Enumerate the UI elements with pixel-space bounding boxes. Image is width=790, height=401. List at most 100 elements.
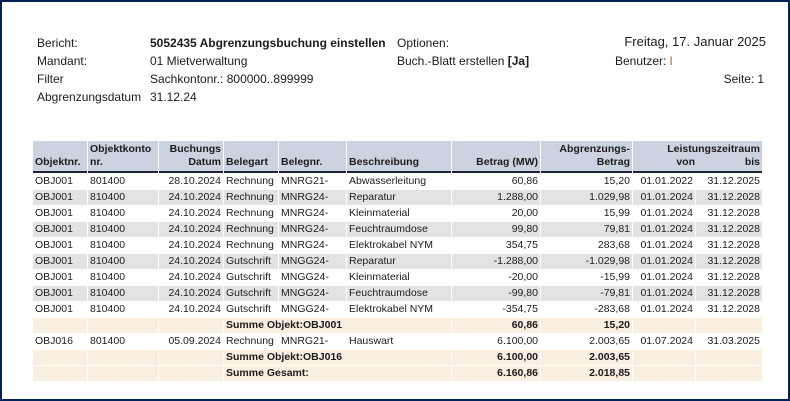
table-row: OBJ001 801400 28.10.2024 Rechnung MNRG21- Abw… [33,174,762,189]
abgrenzungsdatum-value: 31.12.24 [150,90,197,104]
cell-bis: 31.12.2028 [696,270,762,285]
group-subheaders: von bis [635,156,760,169]
seite-row: Seite: 1 [724,72,764,86]
cell-konto: 810400 [88,302,158,317]
cell-abgrenzung: 2.003,65 [541,334,632,349]
cell-von: 01.01.2024 [633,190,695,205]
cell-objektnr: OBJ001 [33,206,87,221]
seite-label: Seite: [723,72,755,86]
cell-abgrenzung: 283,68 [541,238,632,253]
cell-objektnr: OBJ001 [33,286,87,301]
cell-objektnr: OBJ001 [33,222,87,237]
cell-datum: 05.09.2024 [159,334,223,349]
cell-empty [696,318,762,333]
meta-row-abgrenzungsdatum: Abgrenzungsdatum 31.12.24 [37,88,386,106]
cell-konto: 810400 [88,270,158,285]
buchblatt-label: Buch.-Blatt erstellen [397,54,505,68]
summary-row: Summe Objekt:OBJ001 60,86 15,20 [33,318,762,333]
cell-datum: 28.10.2024 [159,174,223,189]
cell-von: 01.01.2024 [633,302,695,317]
cell-beschreibung: Elektrokabel NYM [347,238,451,253]
cell-beschreibung: Feuchtraumdose [347,222,451,237]
cell-empty [159,350,223,365]
table-row: OBJ001 810400 24.10.2024 Rechnung MNRG24- Ele… [33,238,762,253]
cell-belegart: Rechnung [224,238,278,253]
cell-beschreibung: Elektrokabel NYM [347,302,451,317]
cell-betrag: 354,75 [452,238,540,253]
cell-bis: 31.12.2028 [696,206,762,221]
cell-betrag: -1.288,00 [452,254,540,269]
cell-bis: 31.12.2028 [696,302,762,317]
mandant-label: Mandant: [37,54,88,68]
cell-bis: 31.12.2025 [696,174,762,189]
buchblatt-value: [Ja] [507,54,530,68]
cell-belegart: Gutschrift [224,286,278,301]
cell-betrag: 60,86 [452,174,540,189]
cell-konto: 810400 [88,238,158,253]
cell-konto: 801400 [88,174,158,189]
cell-abgrenzung: -15,99 [541,270,632,285]
cell-bis: 31.03.2025 [696,334,762,349]
meta-row-bericht: Bericht: 5052435 Abgrenzungsbuchung einst… [37,34,386,52]
cell-bis: 31.12.2028 [696,286,762,301]
cell-abgrenzung: 2.003,65 [541,350,632,365]
column-header-datum: Buchungs Datum [159,141,223,173]
seite-value: 1 [757,72,764,86]
cell-von: 01.01.2024 [633,206,695,221]
cell-betrag: 60,86 [452,318,540,333]
cell-konto: 810400 [88,206,158,221]
cell-datum: 24.10.2024 [159,254,223,269]
column-header-belegnr: Belegnr. [279,141,346,173]
report-meta: Bericht: 5052435 Abgrenzungsbuchung einst… [37,34,386,106]
table-row: OBJ001 810400 24.10.2024 Gutschrift MNGG24- R… [33,254,762,269]
cell-konto: 810400 [88,190,158,205]
cell-konto: 801400 [88,334,158,349]
cell-von: 01.01.2022 [633,174,695,189]
cell-beschreibung: Feuchtraumdose [347,286,451,301]
cell-belegnr: MNRG24- [279,222,346,237]
cell-objektnr: OBJ001 [33,270,87,285]
column-header-von: von [676,156,695,168]
bericht-value: 5052435 Abgrenzungsbuchung einstellen [150,36,386,50]
table-row: OBJ001 810400 24.10.2024 Rechnung MNRG24- Rep… [33,190,762,205]
summary-label: Summe Objekt:OBJ001 [224,318,451,333]
cell-belegnr: MNGG24- [279,302,346,317]
cell-empty [88,366,158,381]
abgrenzungsdatum-label: Abgrenzungsdatum [37,90,142,104]
cell-empty [88,350,158,365]
cell-empty [633,350,695,365]
cell-abgrenzung: 15,20 [541,174,632,189]
cell-belegart: Gutschrift [224,302,278,317]
cell-belegnr: MNGG24- [279,270,346,285]
cell-betrag: 6.100,00 [452,350,540,365]
report-date: Freitag, 17. Januar 2025 [624,34,766,49]
cell-empty [159,318,223,333]
cell-objektnr: OBJ001 [33,190,87,205]
cell-betrag: 1.288,00 [452,190,540,205]
cell-von: 01.01.2024 [633,286,695,301]
cell-von: 01.01.2024 [633,254,695,269]
benutzer-label: Benutzer: [615,54,667,68]
cell-abgrenzung: -1.029,98 [541,254,632,269]
cell-beschreibung: Reparatur [347,254,451,269]
table-header-row: Objektnr. Objektkonto nr. Buchungs Datum Be… [33,141,762,173]
cell-datum: 24.10.2024 [159,238,223,253]
cell-abgrenzung: 79,81 [541,222,632,237]
cell-empty [696,350,762,365]
summary-label: Summe Gesamt: [224,366,451,381]
cell-betrag: -20,00 [452,270,540,285]
cell-bis: 31.12.2028 [696,190,762,205]
cell-datum: 24.10.2024 [159,222,223,237]
table-body: OBJ001 801400 28.10.2024 Rechnung MNRG21- Abw… [33,174,762,381]
meta-row-mandant: Mandant: 01 Mietverwaltung [37,52,386,70]
cell-empty [33,350,87,365]
cell-von: 01.01.2024 [633,238,695,253]
cell-abgrenzung: -79,81 [541,286,632,301]
cell-objektnr: OBJ001 [33,254,87,269]
cell-von: 01.01.2024 [633,270,695,285]
cell-abgrenzung: -283,68 [541,302,632,317]
bericht-label: Bericht: [37,36,78,50]
cell-datum: 24.10.2024 [159,302,223,317]
cell-betrag: 99,80 [452,222,540,237]
cell-beschreibung: Kleinmaterial [347,206,451,221]
